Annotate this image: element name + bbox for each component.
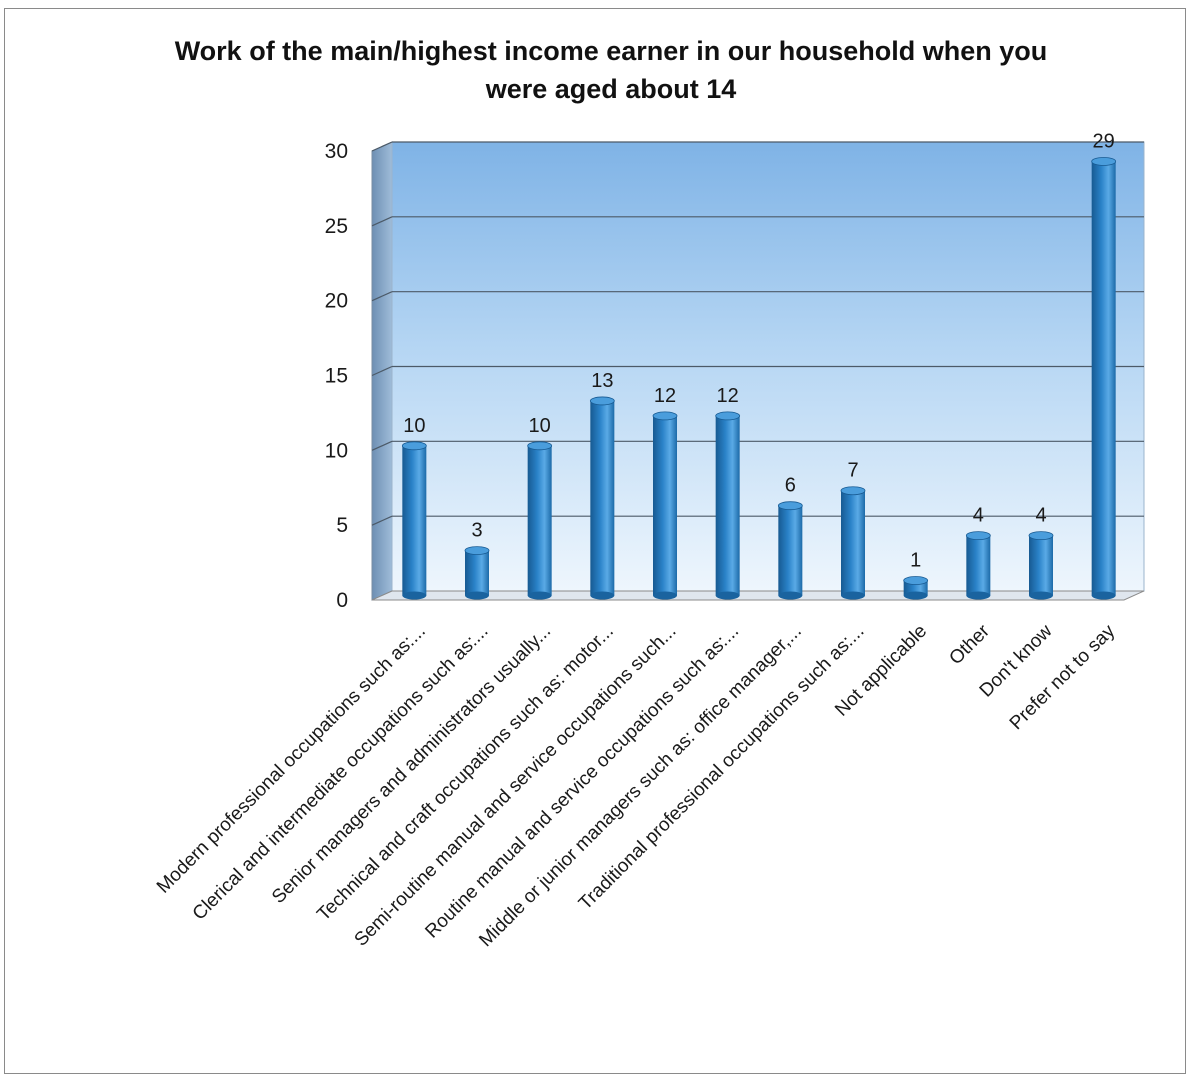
chart-title-line-1: Work of the main/highest income earner i… (175, 36, 1048, 66)
bar-cap (965, 531, 991, 541)
bar-base (527, 591, 552, 600)
bar-cap (464, 546, 490, 555)
gridline-side (371, 365, 393, 377)
bar-base (1029, 591, 1053, 600)
bars (401, 157, 1117, 600)
bar (401, 441, 427, 600)
data-label: 4 (1035, 505, 1046, 527)
bar-base (903, 591, 928, 600)
data-label: 6 (785, 475, 796, 497)
x-category-label: Traditional professional occupations suc… (575, 621, 869, 915)
bar (840, 486, 866, 600)
bar-base (715, 591, 740, 600)
bar-base (966, 591, 991, 600)
chart-title-line-2: were aged about 14 (485, 74, 737, 104)
data-label: 10 (403, 415, 425, 437)
gridlines (371, 141, 1144, 526)
gridline-side (371, 515, 393, 526)
bar (965, 531, 991, 600)
bar-cap (1091, 157, 1117, 166)
bar-body (653, 415, 677, 596)
bar (464, 546, 490, 600)
y-tick-label: 0 (336, 589, 348, 612)
y-tick-label: 5 (336, 514, 348, 537)
gridline-side (371, 291, 393, 302)
bar-base (590, 591, 615, 600)
bar-body (1091, 161, 1116, 596)
data-label: 4 (973, 505, 984, 527)
y-tick-label: 25 (325, 215, 348, 238)
bar-body (402, 445, 427, 596)
x-category-label: Technical and craft occupations such as:… (313, 621, 618, 926)
bar (1028, 531, 1054, 600)
bar-cap (903, 576, 929, 585)
bar-cap (840, 486, 866, 496)
chart-title: Work of the main/highest income earner i… (175, 36, 1048, 104)
bar-cap (652, 411, 678, 421)
floor (371, 590, 1145, 601)
x-category-label: Prefer not to say (1006, 620, 1120, 734)
bar (777, 501, 803, 600)
bar (715, 411, 741, 600)
y-tick-label: 20 (325, 290, 348, 313)
y-tick-label: 10 (325, 439, 348, 462)
bar (903, 576, 929, 600)
bar-base (841, 591, 865, 600)
bar-body (1029, 535, 1053, 596)
bar-body (841, 490, 865, 596)
bar (652, 411, 678, 600)
bar-cap (527, 441, 553, 451)
bar-body (527, 445, 552, 596)
data-label: 7 (847, 460, 858, 482)
bar-base (653, 591, 677, 600)
gridline-side (371, 216, 393, 227)
bar (1091, 157, 1117, 600)
bar-cap (715, 411, 741, 421)
data-label: 13 (591, 370, 613, 392)
bar-base (465, 591, 489, 600)
y-axis: 0 5 10 15 20 25 30 (325, 140, 348, 612)
bar-base (402, 591, 427, 600)
data-label: 12 (717, 385, 739, 407)
bar-base (1091, 591, 1116, 600)
bar-cap (589, 396, 615, 406)
bar-cap (777, 501, 803, 511)
gridline-side (371, 141, 393, 152)
bar-body (715, 415, 740, 596)
plot-background (371, 141, 1145, 601)
x-axis-labels: Modern professional occupations such as:… (153, 620, 1120, 951)
data-label: 1 (910, 550, 921, 572)
bar (527, 441, 553, 600)
bar (589, 396, 615, 600)
y-tick-label: 30 (325, 140, 348, 163)
x-category-label: Other (945, 620, 994, 669)
bar-cap (401, 441, 427, 451)
bar-body (465, 550, 489, 596)
bar-base (778, 591, 803, 600)
data-labels: 10 3 10 13 12 12 6 7 1 4 4 29 (403, 130, 1115, 571)
data-label: 10 (529, 415, 551, 437)
data-label: 12 (654, 385, 676, 407)
bar-cap (1028, 531, 1054, 541)
bar-body (778, 505, 803, 596)
data-label: 3 (471, 520, 482, 542)
bar-body (966, 535, 991, 596)
gridline-side (371, 440, 393, 451)
y-tick-label: 15 (325, 365, 348, 388)
x-category-label: Clerical and intermediate occupations su… (189, 621, 493, 925)
data-label: 29 (1093, 130, 1115, 152)
bar-body (590, 400, 615, 596)
